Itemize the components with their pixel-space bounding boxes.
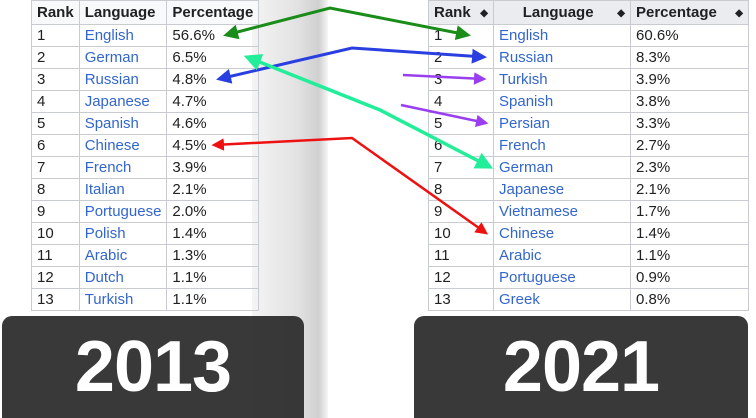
language-link[interactable]: Japanese	[84, 93, 150, 110]
cell-percentage: 1.3%	[166, 244, 260, 267]
year-overlay-2013: 2013	[2, 316, 304, 418]
header-language: Language	[78, 0, 168, 25]
language-link[interactable]: English	[499, 27, 549, 44]
arrow-turkish	[402, 72, 487, 85]
cell-language: Persian	[493, 112, 631, 135]
language-link[interactable]: Spanish	[84, 115, 139, 132]
cell-language: Arabic	[493, 244, 631, 267]
table-row: 13 Turkish 1.1%	[31, 288, 260, 311]
cell-percentage: 2.7%	[630, 134, 749, 157]
year-overlay-2021: 2021	[414, 316, 748, 418]
table-row: 3 Russian 4.8%	[31, 68, 260, 91]
language-link[interactable]: Turkish	[499, 71, 548, 88]
cell-language: Russian	[78, 68, 168, 91]
language-link[interactable]: Turkish	[84, 291, 134, 308]
header-language[interactable]: Language ◆	[493, 0, 631, 25]
language-link[interactable]: Polish	[84, 225, 126, 242]
language-link[interactable]: Russian	[499, 49, 554, 66]
language-link[interactable]: French	[84, 159, 132, 176]
cell-percentage: 1.4%	[630, 222, 749, 245]
sort-arrows-icon[interactable]: ◆	[617, 7, 625, 19]
language-link[interactable]: Persian	[499, 115, 550, 132]
language-link[interactable]: Italian	[84, 181, 125, 198]
language-link[interactable]: Portuguese	[499, 269, 576, 286]
header-rank[interactable]: Rank ◆	[428, 0, 494, 25]
cell-language: English	[78, 24, 168, 47]
language-link[interactable]: Russian	[84, 71, 139, 88]
table-row: 12 Dutch 1.1%	[31, 266, 260, 289]
table-row: 13 Greek 0.8%	[428, 288, 749, 311]
cell-language: Turkish	[78, 288, 168, 311]
cell-language: German	[78, 46, 168, 69]
cell-percentage: 1.7%	[630, 200, 749, 223]
table-row: 12 Portuguese 0.9%	[428, 266, 749, 289]
language-link[interactable]: German	[84, 49, 139, 66]
arrow-persian	[400, 103, 489, 128]
cell-language: Greek	[493, 288, 631, 311]
cell-language: Arabic	[78, 244, 168, 267]
language-link[interactable]: English	[84, 27, 134, 44]
cell-rank: 13	[428, 288, 494, 311]
language-link[interactable]: Dutch	[84, 269, 124, 286]
cell-percentage: 8.3%	[630, 46, 749, 69]
cell-percentage: 60.6%	[630, 24, 749, 47]
cell-percentage: 4.7%	[166, 90, 260, 113]
language-link[interactable]: Arabic	[84, 247, 128, 264]
cell-percentage: 1.1%	[166, 266, 260, 289]
header-percentage: Percentage	[166, 0, 260, 25]
arrow-chinese	[211, 136, 489, 235]
cell-language: Japanese	[493, 178, 631, 201]
sort-arrows-icon[interactable]: ◆	[480, 7, 488, 19]
language-link[interactable]: Portuguese	[84, 203, 162, 220]
cell-rank: 13	[31, 288, 80, 311]
table-row: 5 Persian 3.3%	[428, 112, 749, 135]
cell-language: Chinese	[493, 222, 631, 245]
language-link[interactable]: Chinese	[499, 225, 555, 242]
language-link[interactable]: Arabic	[499, 247, 542, 264]
cell-percentage: 0.8%	[630, 288, 749, 311]
table-row: 3 Turkish 3.9%	[428, 68, 749, 91]
language-link[interactable]: Vietnamese	[499, 203, 578, 220]
table-row: 4 Japanese 4.7%	[31, 90, 260, 113]
header-rank: Rank	[31, 0, 80, 25]
header-percentage[interactable]: Percentage ◆	[630, 0, 749, 25]
cell-percentage: 1.1%	[166, 288, 260, 311]
cell-language: French	[78, 156, 168, 179]
cell-language: Japanese	[78, 90, 168, 113]
sort-arrows-icon[interactable]: ◆	[735, 7, 743, 19]
language-link[interactable]: Japanese	[499, 181, 565, 198]
language-link[interactable]: Chinese	[84, 137, 140, 154]
cell-language: Vietnamese	[493, 200, 631, 223]
language-link[interactable]: Greek	[499, 291, 540, 308]
cell-percentage: 4.6%	[166, 112, 260, 135]
language-link[interactable]: French	[499, 137, 546, 154]
language-link[interactable]: German	[499, 159, 554, 176]
table-row: 11 Arabic 1.1%	[428, 244, 749, 267]
arrow-english	[223, 6, 471, 41]
cell-language: German	[493, 156, 631, 179]
language-link[interactable]: Spanish	[499, 93, 554, 110]
table-row: 5 Spanish 4.6%	[31, 112, 260, 135]
table-row: 11 Arabic 1.3%	[31, 244, 260, 267]
